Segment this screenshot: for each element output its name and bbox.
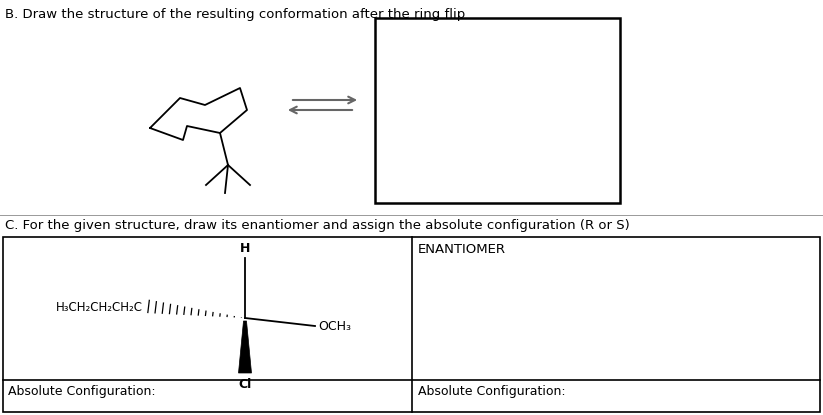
Polygon shape (239, 321, 252, 373)
Text: C. For the given structure, draw its enantiomer and assign the absolute configur: C. For the given structure, draw its ena… (5, 219, 630, 232)
Text: B. Draw the structure of the resulting conformation after the ring flip: B. Draw the structure of the resulting c… (5, 8, 465, 21)
Text: Absolute Configuration:: Absolute Configuration: (8, 385, 156, 398)
Text: H₃CH₂CH₂CH₂C: H₃CH₂CH₂CH₂C (56, 300, 143, 313)
Text: H: H (239, 242, 250, 255)
Text: Absolute Configuration:: Absolute Configuration: (418, 385, 565, 398)
Bar (375, 18, 620, 203)
Text: ENANTIOMER: ENANTIOMER (418, 243, 506, 256)
Text: OCH₃: OCH₃ (318, 320, 351, 332)
Text: Cl: Cl (239, 378, 252, 391)
Bar (3, 237, 820, 412)
